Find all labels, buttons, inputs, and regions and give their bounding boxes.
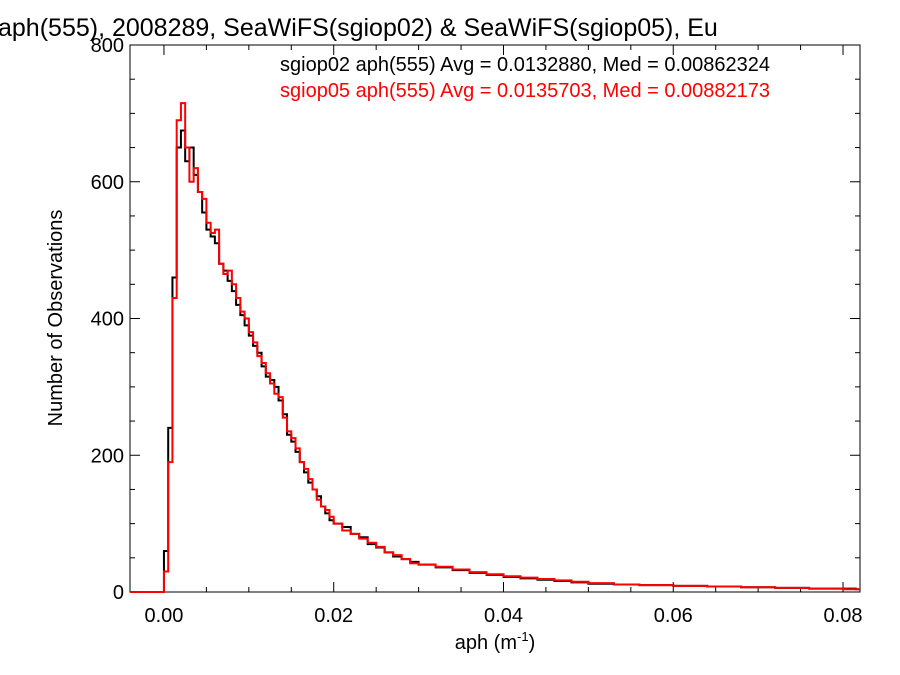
x-axis-label: aph (m-1) (455, 629, 535, 654)
x-axis-label-superscript: -1 (517, 629, 529, 644)
legend-entry-2: sgiop05 aph(555) Avg = 0.0135703, Med = … (280, 80, 770, 102)
y-tick-label: 0 (113, 582, 124, 604)
y-axis-label: Number of Observations (45, 210, 67, 427)
y-tick-label: 400 (91, 309, 124, 331)
x-tick-label: 0.00 (144, 605, 183, 627)
x-tick-label: 0.06 (654, 605, 693, 627)
plot-area-border (129, 44, 861, 593)
y-tick-label: 200 (91, 445, 124, 467)
series-layer (130, 102, 860, 593)
y-tick-label: 600 (91, 172, 124, 194)
x-axis-label-main: aph (m (455, 632, 517, 654)
legend-entry-1: sgiop02 aph(555) Avg = 0.0132880, Med = … (280, 54, 770, 76)
x-axis: 0.00 0.02 0.04 0.06 0.08 (144, 45, 862, 627)
y-tick-label: 800 (91, 35, 124, 57)
chart-title: aph(555), 2008289, SeaWiFS(sgiop02) & Se… (0, 14, 718, 42)
x-tick-label: 0.04 (484, 605, 523, 627)
x-axis-label-close: ) (529, 632, 536, 654)
histogram-series-1 (130, 129, 860, 593)
histogram-series-2 (130, 102, 860, 593)
x-tick-label: 0.02 (314, 605, 353, 627)
x-tick-label: 0.08 (824, 605, 863, 627)
plot-frame (129, 44, 861, 593)
legend: sgiop02 aph(555) Avg = 0.0132880, Med = … (280, 54, 770, 102)
y-axis: 0 200 400 600 800 (91, 35, 860, 604)
